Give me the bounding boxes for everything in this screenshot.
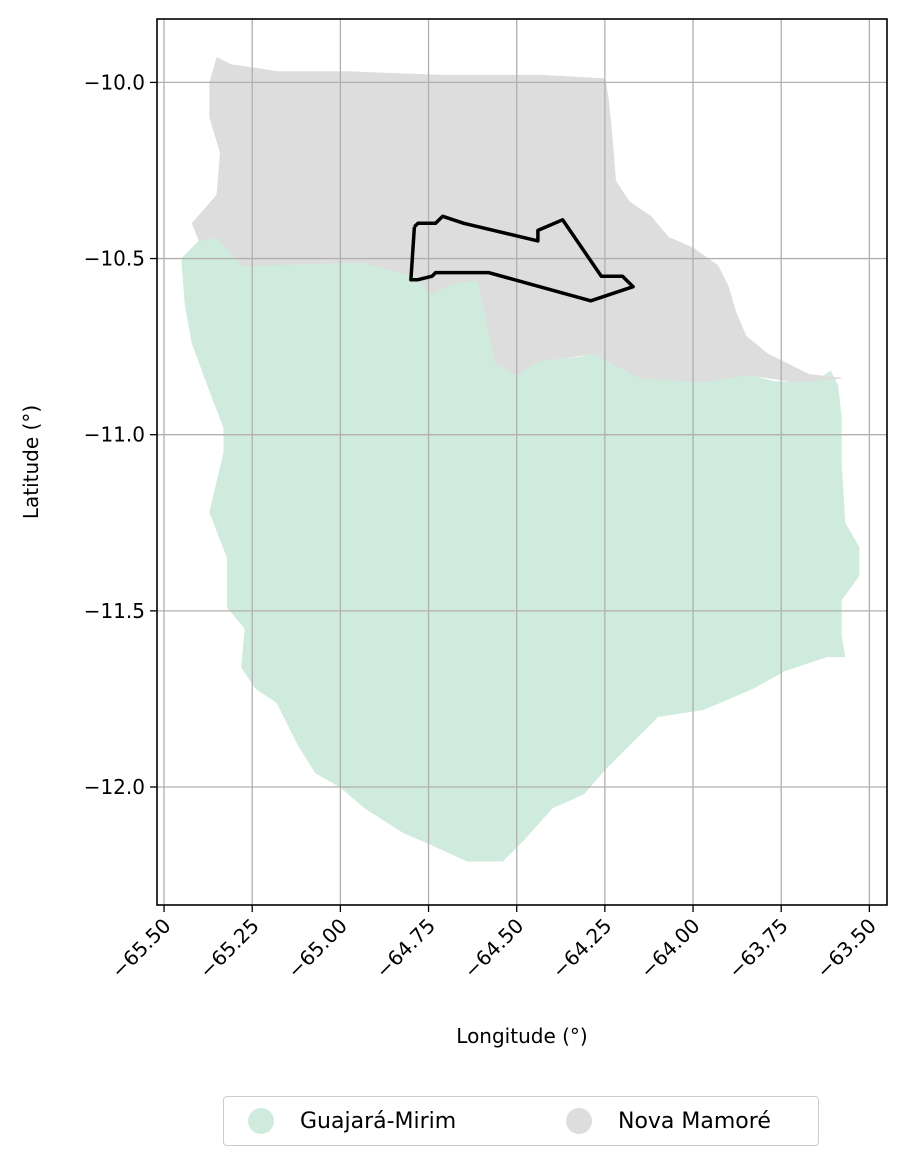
y-axis-label: Latitude (°): [19, 405, 43, 519]
legend-item-nova-mamore: Nova Mamoré: [566, 1097, 771, 1145]
grid-lines: [157, 19, 887, 905]
x-tick-label: −64.25: [547, 914, 616, 983]
outline-layer: [409, 214, 635, 303]
legend-label: Guajará-Mirim: [300, 1108, 457, 1134]
plot-frame: [156, 18, 888, 906]
y-tick-label: −11.5: [84, 599, 145, 623]
y-axis: −10.0 −10.5 −11.0 −11.5 −12.0: [84, 70, 157, 799]
legend-marker-nova-mamore: [566, 1108, 592, 1134]
map-chart: −65.50 −65.25 −65.00 −64.75 −64.50 −64.25 −64.…: [19, 18, 888, 1048]
x-tick-label: −64.75: [371, 914, 440, 983]
y-tick-label: −12.0: [84, 775, 145, 799]
x-tick-label: −64.00: [635, 914, 704, 983]
regions-layer: [181, 57, 860, 862]
x-tick-label: −63.50: [812, 914, 881, 983]
x-tick-label: −63.75: [723, 914, 792, 983]
y-tick-label: −10.0: [84, 70, 145, 94]
legend-label: Nova Mamoré: [618, 1108, 771, 1134]
y-tick-label: −10.5: [84, 247, 145, 271]
x-tick-label: −64.50: [459, 914, 528, 983]
legend-item-guajara-mirim: Guajará-Mirim: [248, 1097, 456, 1145]
region-guajar-mirim: [181, 236, 860, 862]
y-tick-label: −11.0: [84, 423, 145, 447]
legend: Guajará-Mirim Nova Mamoré: [223, 1096, 819, 1146]
x-axis: −65.50 −65.25 −65.00 −64.75 −64.50 −64.25 −64.…: [106, 905, 881, 983]
x-tick-label: −65.50: [106, 914, 175, 983]
x-axis-label: Longitude (°): [456, 1024, 587, 1048]
area-outline: [409, 214, 635, 303]
x-tick-label: −65.00: [283, 914, 352, 983]
legend-marker-guajara-mirim: [248, 1108, 274, 1134]
x-tick-label: −65.25: [194, 914, 263, 983]
